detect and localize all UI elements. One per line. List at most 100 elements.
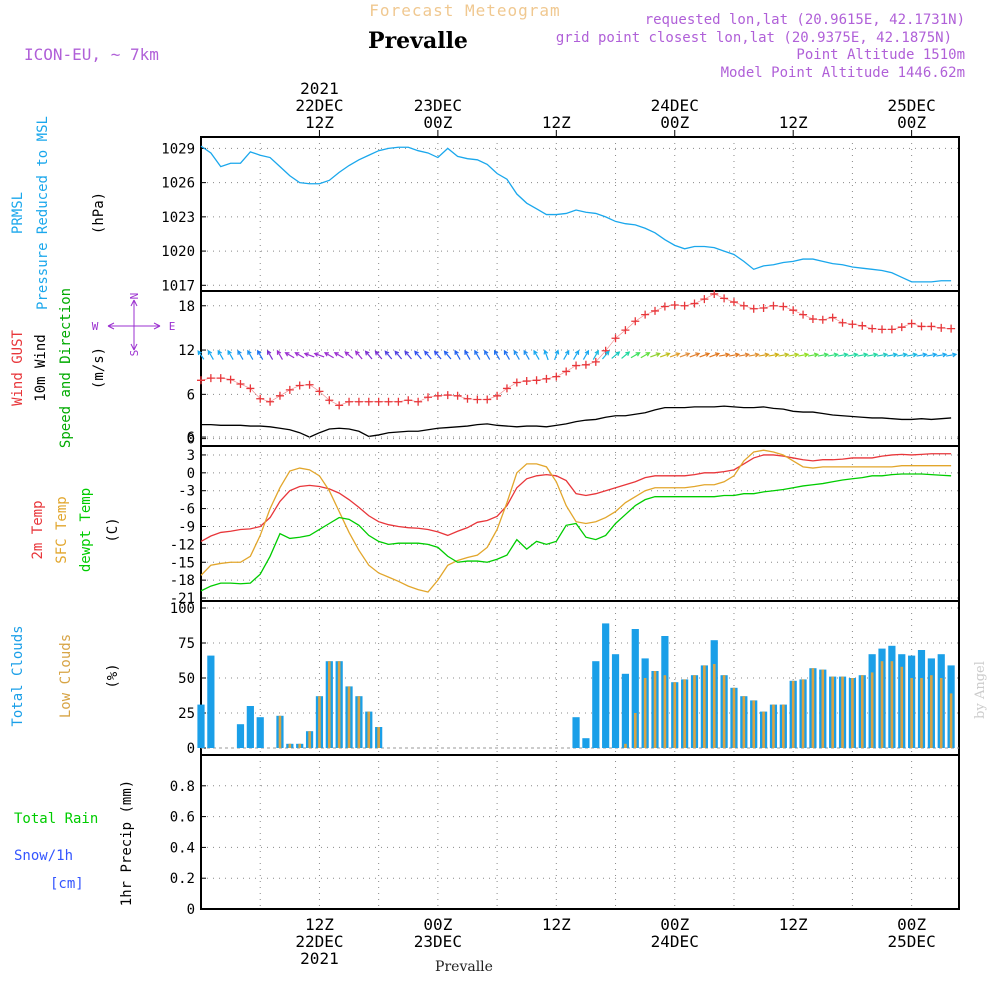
temp-sfc-label: SFC Temp <box>54 496 70 563</box>
temp-2m-line <box>200 453 952 542</box>
wind-direction-arrow <box>659 352 671 358</box>
wind-gust-marker <box>275 391 284 400</box>
low-clouds-bar <box>801 679 805 748</box>
wind-direction-arrow <box>748 352 760 358</box>
wind-direction-arrow <box>788 352 800 358</box>
wind-gust-marker <box>493 391 502 400</box>
wind-gust-marker <box>907 319 916 328</box>
wind-direction-arrow <box>237 349 244 360</box>
time-label-bottom: 24DEC <box>651 932 699 951</box>
meteogram-title: Forecast Meteogram <box>369 1 560 20</box>
wind-gust-marker <box>808 315 817 324</box>
wind-gust-marker <box>818 315 827 324</box>
wind-gust-marker <box>226 375 235 384</box>
low-clouds-bar <box>673 682 677 748</box>
wind-gust-marker <box>463 394 472 403</box>
compass-south: S <box>128 350 141 357</box>
wind-gust-marker <box>384 397 393 406</box>
wind-direction-arrow <box>443 350 452 360</box>
precip-ytick-label: 0.2 <box>170 871 195 887</box>
wind-direction-arrow <box>276 349 283 360</box>
low-clouds-bar <box>308 731 311 748</box>
temperature-ytick-label: -3 <box>178 484 195 500</box>
wind-gust-marker <box>581 360 590 369</box>
grid-point-coords: grid point closest lon,lat (20.9375E, 42… <box>556 30 952 46</box>
wind-direction-arrow <box>207 349 214 360</box>
wind-gust-marker <box>522 377 531 386</box>
wind-direction-arrow <box>778 352 790 358</box>
wind-direction-arrow <box>738 352 750 358</box>
wind-direction-arrow <box>630 352 641 359</box>
wind-direction-arrow <box>709 352 721 358</box>
wind-gust-marker <box>404 396 413 405</box>
low-clouds-bar <box>624 743 627 748</box>
temperature-ytick-label: -15 <box>170 555 195 571</box>
low-clouds-bar <box>377 727 380 748</box>
pressure-ytick-label: 1023 <box>161 210 195 226</box>
temperature-panel: 2m Temp SFC Temp dewpt Temp (C) -21 -18 -1… <box>30 430 960 607</box>
low-clouds-bar <box>663 675 667 748</box>
point-altitude: Point Altitude 1510m <box>796 47 965 63</box>
wind-direction-arrow <box>354 350 363 360</box>
temperature-ytick-label: 3 <box>187 448 195 464</box>
wind-direction-arrow <box>247 349 254 360</box>
wind-direction-arrow <box>523 349 530 360</box>
wind-gust-marker <box>295 381 304 390</box>
pressure-frame <box>200 136 960 292</box>
wind-unit-label: (m/s) <box>91 347 107 389</box>
wind-gust-marker <box>552 372 561 381</box>
total-clouds-bar <box>256 717 264 748</box>
time-label-bottom: 00Z <box>660 915 689 934</box>
time-label-bottom: 00Z <box>897 915 926 934</box>
time-label-top: 12Z <box>779 113 808 132</box>
low-clouds-bar <box>732 687 736 748</box>
time-label-top: 22DEC <box>295 96 343 115</box>
wind-gust-marker <box>868 324 877 333</box>
temperature-ytick-label: 6 <box>187 430 195 446</box>
temperature-ytick-label: -9 <box>178 519 195 535</box>
temp-sfc-line <box>200 449 952 593</box>
wind-direction-arrow <box>533 349 540 360</box>
wind-direction-arrow <box>423 350 432 360</box>
wind-10m-line <box>201 405 952 438</box>
wind-direction-arrow <box>728 352 741 358</box>
clouds-ytick-label: 75 <box>178 636 195 652</box>
time-label-top: 2021 <box>300 79 339 98</box>
wind-gust-marker <box>206 374 215 383</box>
wind-gust-marker <box>917 322 926 331</box>
total-clouds-bar <box>611 654 620 748</box>
low-clouds-bar <box>683 679 686 748</box>
wind-gust-marker <box>335 401 344 410</box>
clouds-ytick-label: 25 <box>178 706 195 722</box>
wind-direction-arrow <box>876 352 889 358</box>
wind-direction-arrow <box>227 349 234 360</box>
wind-gust-marker <box>759 303 768 312</box>
wind-direction-arrow <box>679 352 691 358</box>
wind-gust-marker <box>710 289 719 298</box>
wind-direction-arrow <box>257 349 264 360</box>
wind-gust-marker <box>394 397 403 406</box>
wind-direction-arrow <box>798 352 810 358</box>
wind-gust-marker <box>414 397 423 406</box>
wind-gust-marker <box>345 397 354 406</box>
wind-direction-arrow <box>768 352 780 358</box>
wind-direction-arrow <box>758 352 770 358</box>
wind-ytick-label: 12 <box>178 343 195 359</box>
wind-gust-marker <box>838 318 847 327</box>
low-clouds-bar <box>278 715 282 748</box>
wind-direction-arrow <box>582 349 590 360</box>
low-clouds-bar <box>772 704 775 748</box>
clouds-ytick-label: 100 <box>170 601 195 617</box>
wind-direction-arrow <box>454 349 461 360</box>
temp-unit-label: (C) <box>105 517 121 542</box>
wind-gust-marker <box>927 322 936 331</box>
low-clouds-bar <box>367 711 371 748</box>
wind-gust-marker <box>720 294 729 303</box>
wind-gust-marker <box>216 374 225 383</box>
low-clouds-bar <box>930 675 933 748</box>
precip-panel: Total Rain Snow/1h [cm] 1hr Precip (mm) … <box>14 754 960 918</box>
wind-direction-arrow <box>906 352 918 358</box>
wind-gust-marker <box>799 310 808 319</box>
